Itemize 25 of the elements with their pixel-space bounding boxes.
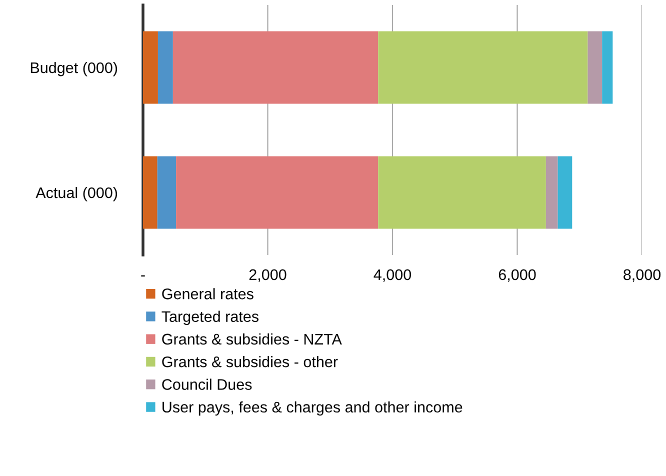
y-tick-label: Budget (000) xyxy=(30,62,118,76)
bar xyxy=(143,31,158,104)
bar xyxy=(588,31,602,104)
bar xyxy=(378,31,588,104)
x-tick-label: 4,000 xyxy=(374,269,412,282)
bar xyxy=(143,156,158,229)
legend-label: Grants & subsidies - other xyxy=(162,356,338,368)
x-tick-label: 6,000 xyxy=(498,269,536,282)
legend-label: Targeted rates xyxy=(162,310,258,325)
bar xyxy=(172,31,378,104)
y-tick-label: Actual (000) xyxy=(36,186,118,202)
bar xyxy=(158,31,173,104)
bar xyxy=(157,156,176,229)
bar xyxy=(546,156,558,229)
x-tick-label: 8,000 xyxy=(624,269,661,282)
legend-label: User pays, fees & charges and other income xyxy=(162,401,462,416)
bar xyxy=(558,156,572,229)
legend-label: Grants & subsidies - NZTA xyxy=(162,333,342,345)
x-tick-label: 2,000 xyxy=(249,269,286,282)
x-tick-label: - xyxy=(141,275,145,276)
bar xyxy=(378,156,546,229)
legend-label: Council Dues xyxy=(162,378,252,390)
legend-label: General rates xyxy=(162,288,254,300)
bar xyxy=(176,156,378,229)
bar xyxy=(602,31,613,104)
